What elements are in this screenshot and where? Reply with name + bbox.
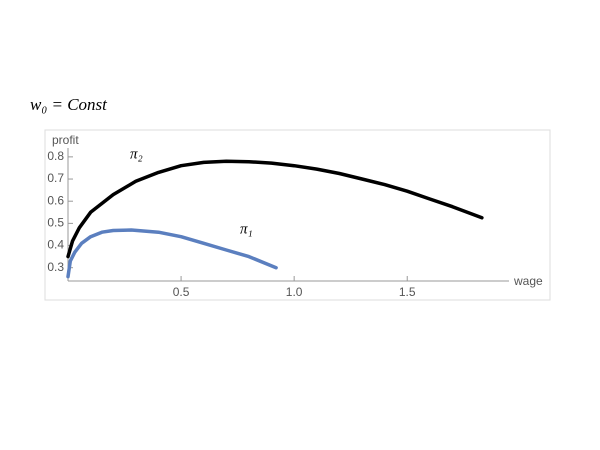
curve-label: π₁ [240,221,253,237]
y-tick-label: 0.7 [47,171,64,185]
y-tick-label: 0.3 [47,260,64,274]
chart-title: w₀ = Const [30,95,108,114]
x-tick-label: 0.5 [173,285,190,299]
y-tick-label: 0.6 [47,193,64,207]
y-axis-label: profit [52,133,79,147]
plot-frame [44,129,551,301]
x-tick-label: 1.0 [286,285,303,299]
curve [66,159,484,259]
x-tick-label: 1.5 [399,285,416,299]
y-tick-label: 0.8 [47,149,64,163]
curve-label: π₂ [130,146,143,162]
y-tick-label: 0.5 [47,216,64,230]
y-tick-label: 0.4 [47,238,64,252]
x-axis-label: wage [513,274,543,288]
curve [66,228,278,279]
